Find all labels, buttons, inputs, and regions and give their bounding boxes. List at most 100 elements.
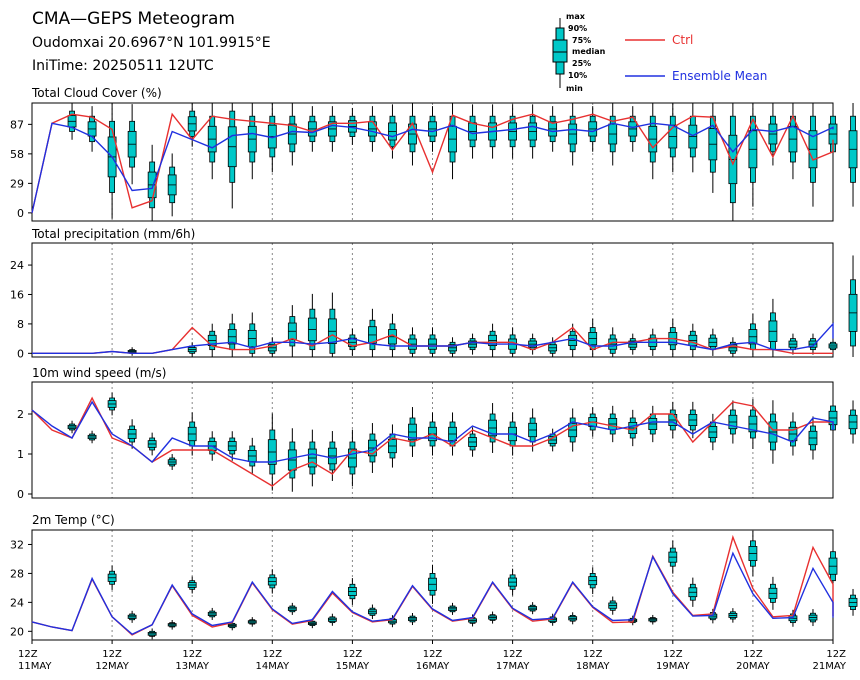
box-plot xyxy=(247,312,257,357)
panel-0: Total Cloud Cover (%) 0 29 58 87 xyxy=(10,86,858,222)
box-plot xyxy=(648,614,658,625)
box-legend-label: 10% xyxy=(568,71,587,80)
box-plot xyxy=(167,454,177,470)
location-label: Oudomxai 20.6967°N 101.9915°E xyxy=(32,35,271,51)
x-hour-label: 12Z xyxy=(583,649,603,660)
box-plot xyxy=(368,308,377,357)
panel-title: Total precipitation (mm/6h) xyxy=(31,227,195,241)
box-plot xyxy=(748,530,758,577)
box-plot xyxy=(748,399,758,449)
box-plot xyxy=(187,342,197,357)
x-date-label: 16MAY xyxy=(416,661,450,672)
box-plot xyxy=(267,337,277,357)
box-plot xyxy=(468,614,477,627)
x-date-label: 17MAY xyxy=(496,661,530,672)
box-plot xyxy=(488,611,497,624)
box-plot xyxy=(468,333,477,355)
y-tick-label: 0 xyxy=(17,207,24,220)
box-plot xyxy=(87,106,97,152)
x-hour-label: 12Z xyxy=(343,649,363,660)
box-plot xyxy=(247,437,257,475)
box-plot xyxy=(267,413,277,491)
box-plot xyxy=(828,396,838,440)
panel-title: Total Cloud Cover (%) xyxy=(31,86,162,100)
box-plot xyxy=(828,338,838,354)
x-date-label: 18MAY xyxy=(576,661,610,672)
box-plot xyxy=(227,103,237,209)
box-plot xyxy=(408,103,417,166)
x-axis: 12Z11MAY12Z12MAY12Z13MAY12Z14MAY12Z15MAY… xyxy=(18,640,847,672)
box-plot xyxy=(347,328,357,356)
box-plot xyxy=(388,615,397,628)
box-plot xyxy=(227,431,237,461)
box-plot xyxy=(668,103,678,173)
box-plot xyxy=(648,405,658,443)
box-plot xyxy=(628,106,638,152)
box-plot xyxy=(408,612,417,626)
box-plot xyxy=(207,103,217,180)
ensemble-mean-line xyxy=(31,551,834,636)
box-plot xyxy=(408,407,417,457)
box-plot xyxy=(307,429,317,487)
box-plot xyxy=(448,103,457,180)
x-date-label: 11MAY xyxy=(18,661,52,672)
box-plot xyxy=(848,400,858,444)
x-hour-label: 12Z xyxy=(18,649,38,660)
box-plot xyxy=(688,577,698,607)
box-plot xyxy=(528,104,538,159)
box-plot xyxy=(548,106,558,152)
box-plot xyxy=(347,429,357,487)
x-hour-label: 12Z xyxy=(743,649,763,660)
box-plot xyxy=(247,617,257,627)
box-plot xyxy=(287,103,297,166)
box-plot xyxy=(728,608,738,623)
box-plot xyxy=(608,596,618,615)
box-plot xyxy=(508,568,518,596)
box-plot xyxy=(127,347,137,356)
box-legend-inner xyxy=(552,39,568,63)
box-legend: max 90% 75% median 25% 10% min xyxy=(552,12,606,93)
box-plot xyxy=(648,103,658,180)
box-plot xyxy=(327,431,337,481)
box-plot xyxy=(768,103,778,166)
box-plot xyxy=(548,337,558,357)
y-tick-label: 28 xyxy=(10,567,24,580)
box-plot xyxy=(828,540,838,592)
box-plot xyxy=(688,103,698,173)
x-date-label: 15MAY xyxy=(336,661,370,672)
box-plot xyxy=(207,607,217,620)
box-plot xyxy=(327,292,337,357)
box-plot xyxy=(608,405,618,443)
init-time-label: IniTime: 20250511 12UTC xyxy=(32,58,214,74)
box-plot xyxy=(127,419,137,449)
box-plot xyxy=(588,106,598,152)
x-hour-label: 12Z xyxy=(503,649,523,660)
box-plot xyxy=(428,564,437,604)
box-plot xyxy=(568,103,578,166)
x-hour-label: 12Z xyxy=(263,649,283,660)
y-tick-label: 0 xyxy=(17,347,24,360)
box-plot xyxy=(388,424,397,468)
box-plot xyxy=(608,103,618,166)
box-plot xyxy=(147,628,157,640)
box-plot xyxy=(808,416,818,460)
panel-title: 10m wind speed (m/s) xyxy=(32,366,166,380)
box-plot xyxy=(207,323,217,357)
box-plot xyxy=(428,106,437,152)
box-plot xyxy=(628,333,638,355)
y-tick-label: 87 xyxy=(10,118,24,131)
box-plot xyxy=(87,430,97,444)
box-plot xyxy=(327,106,337,152)
box-plot xyxy=(147,144,157,221)
y-tick-label: 24 xyxy=(10,259,24,272)
box-plot xyxy=(347,578,357,605)
box-plot xyxy=(488,323,497,357)
box-plot xyxy=(508,104,518,159)
y-tick-label: 58 xyxy=(10,148,24,161)
x-date-label: 13MAY xyxy=(175,661,209,672)
panel-1: Total precipitation (mm/6h) 0 8 16 24 xyxy=(10,227,858,360)
box-plot xyxy=(107,565,117,590)
ensemble-mean-line xyxy=(31,400,834,463)
legend-ctrl-label: Ctrl xyxy=(672,33,693,47)
